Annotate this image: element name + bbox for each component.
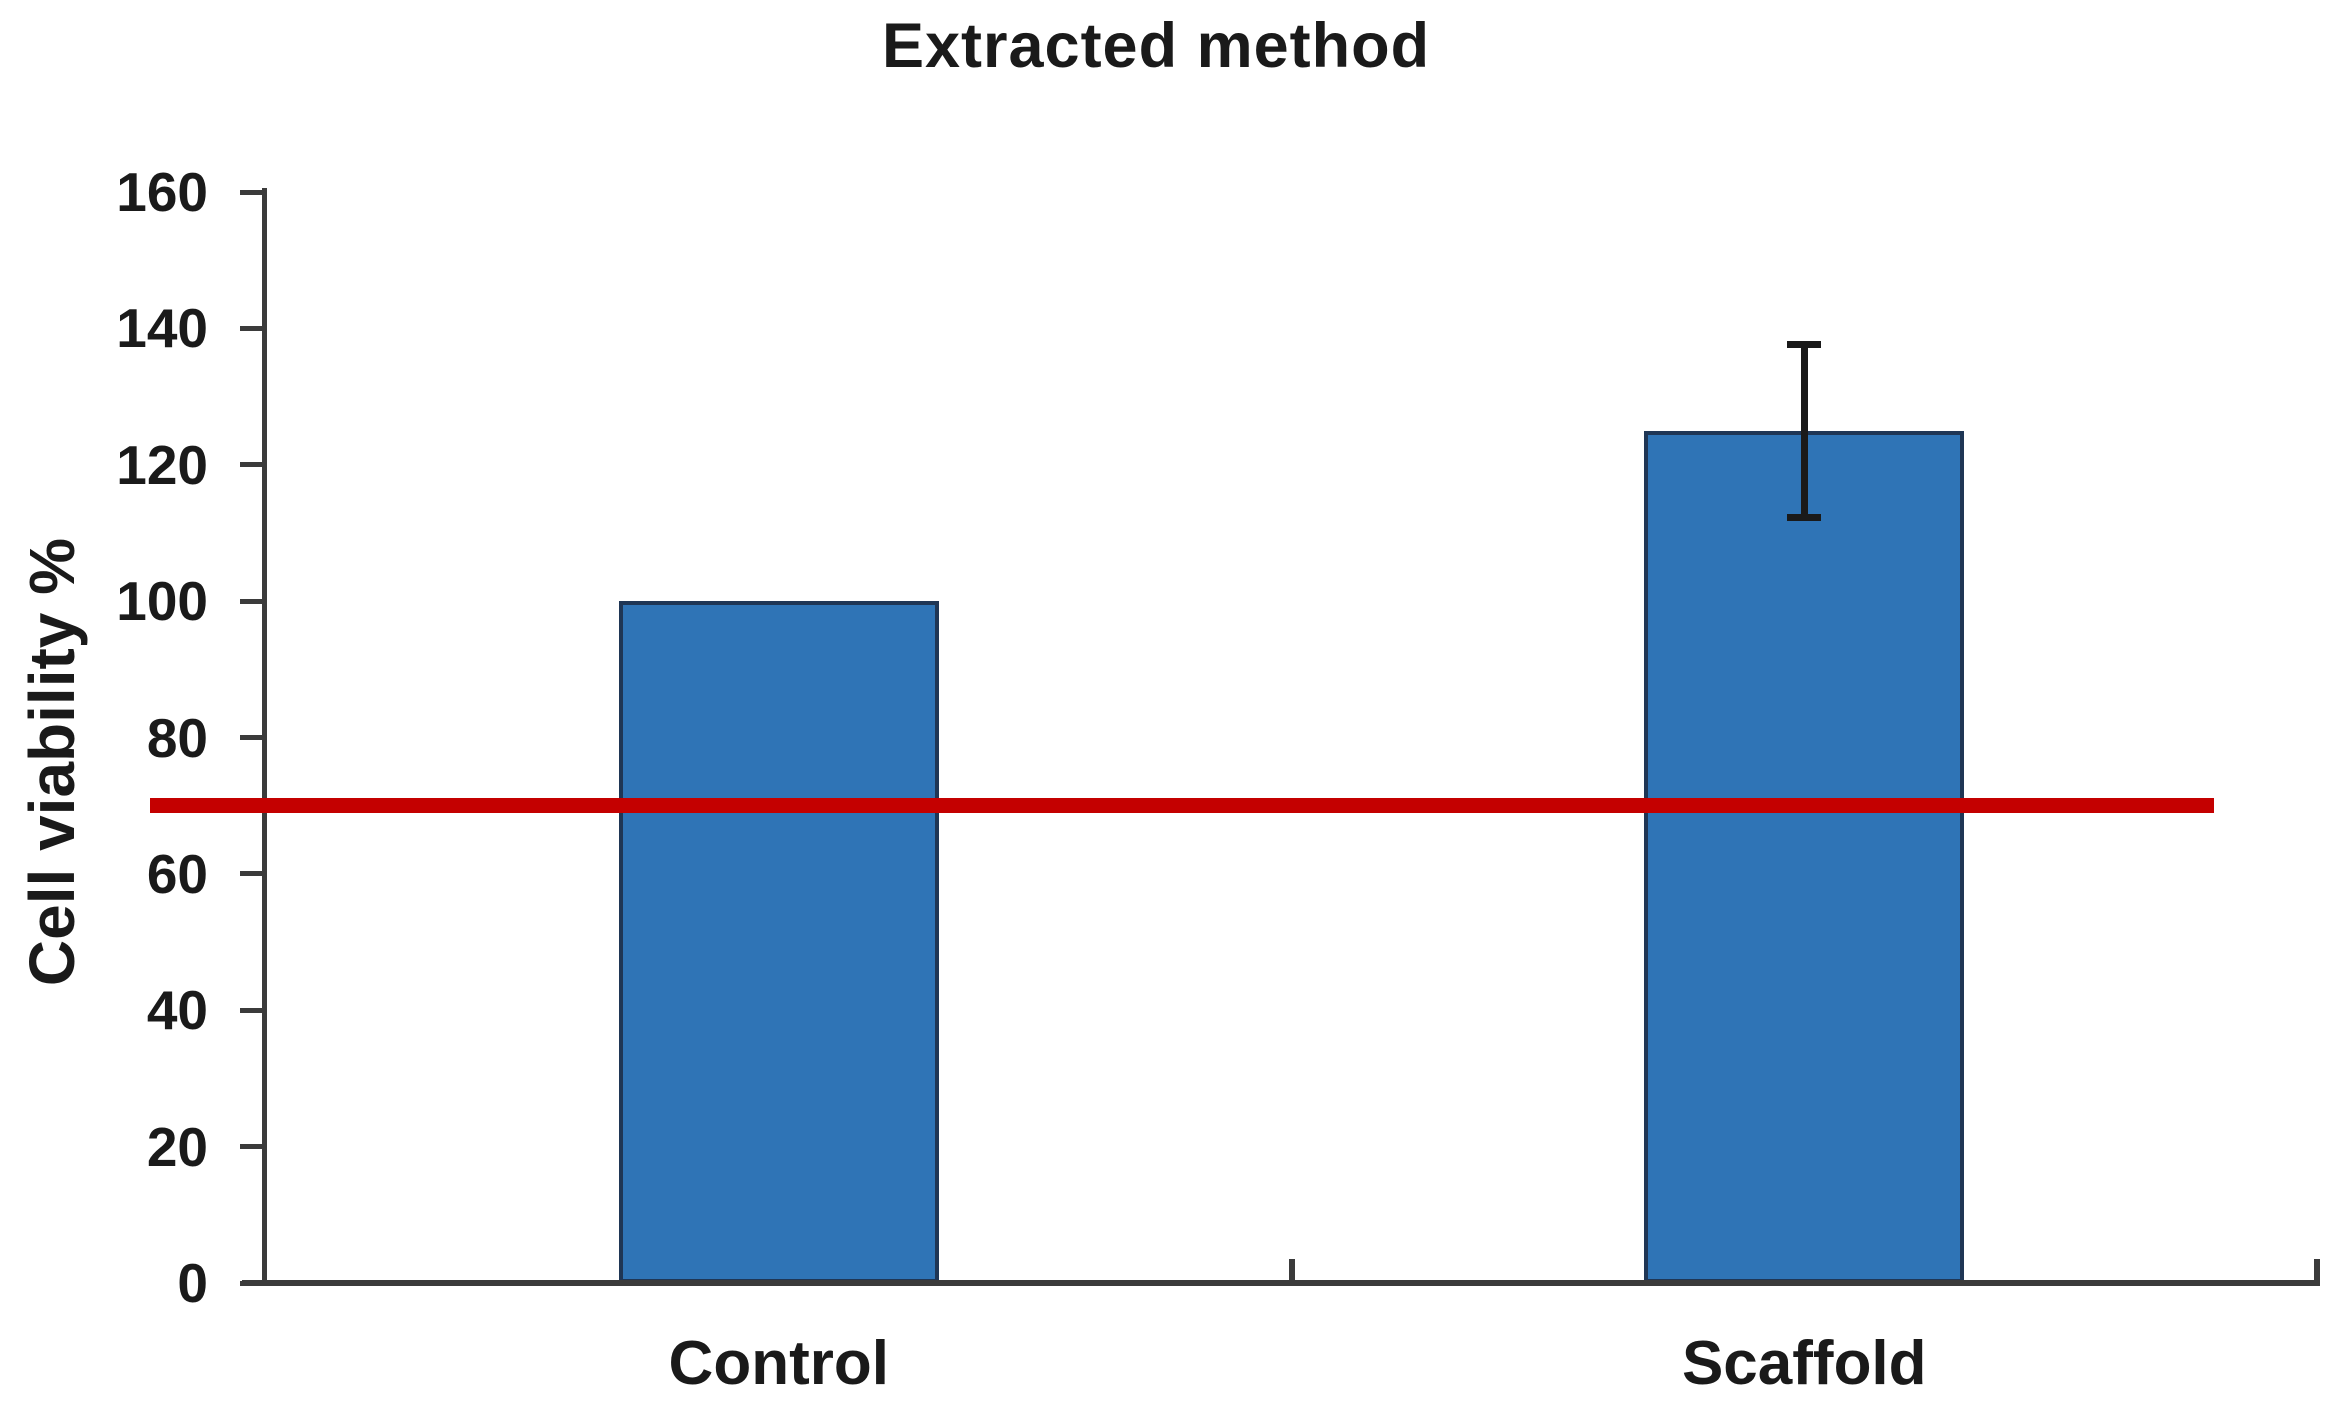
y-tick-label: 60 [146, 842, 208, 905]
x-boundary-tick [2314, 1259, 2320, 1283]
y-tick-mark [240, 462, 266, 468]
reference-line [150, 798, 2214, 814]
y-tick-label: 0 [177, 1252, 208, 1314]
y-tick-label: 40 [146, 979, 208, 1042]
category-label-scaffold: Scaffold [1681, 1329, 1927, 1398]
y-tick-label: 100 [116, 570, 208, 633]
y-tick-mark [240, 325, 266, 331]
y-axis-line [262, 188, 267, 1286]
category-label-control: Control [668, 1329, 889, 1398]
y-tick-label: 140 [116, 297, 208, 360]
y-tick-mark [240, 735, 266, 740]
x-boundary-tick [1288, 1259, 1295, 1283]
bar-scaffold [1644, 430, 1965, 1283]
y-tick-mark [240, 189, 266, 195]
y-tick-label: 80 [146, 706, 208, 769]
error-bar-cap-bottom [1787, 514, 1822, 522]
error-bar-cap-top [1787, 341, 1822, 349]
y-tick-mark [240, 1144, 266, 1150]
error-bar-stem [1800, 344, 1808, 518]
y-tick-label: 160 [116, 161, 208, 223]
chart-title: Extracted method [881, 11, 1431, 81]
y-tick-mark [240, 871, 266, 877]
bar-control [618, 601, 939, 1283]
y-tick-mark [240, 1007, 266, 1013]
x-axis-line [242, 1280, 2320, 1286]
y-tick-label: 120 [116, 433, 208, 496]
y-tick-label: 20 [146, 1115, 208, 1178]
y-tick-mark [240, 598, 266, 604]
